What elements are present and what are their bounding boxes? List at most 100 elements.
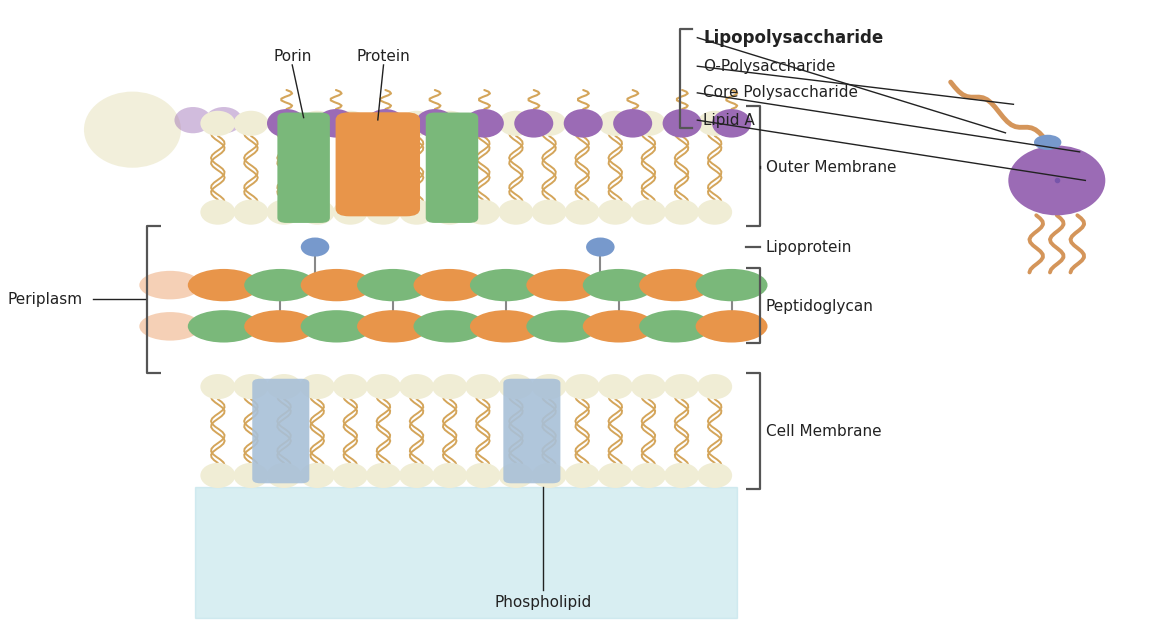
Ellipse shape (366, 463, 401, 488)
Ellipse shape (465, 109, 503, 138)
Ellipse shape (527, 269, 598, 301)
Ellipse shape (432, 463, 467, 488)
Ellipse shape (366, 109, 405, 138)
Ellipse shape (527, 310, 598, 342)
Ellipse shape (1008, 145, 1105, 215)
Ellipse shape (399, 200, 434, 225)
Ellipse shape (531, 200, 566, 225)
Ellipse shape (465, 200, 500, 225)
Ellipse shape (712, 109, 751, 138)
Ellipse shape (665, 111, 698, 136)
Ellipse shape (201, 111, 235, 136)
Ellipse shape (639, 269, 711, 301)
Ellipse shape (565, 111, 599, 136)
Ellipse shape (465, 374, 500, 399)
Ellipse shape (206, 107, 242, 133)
Ellipse shape (300, 111, 335, 136)
Ellipse shape (234, 374, 269, 399)
Ellipse shape (267, 109, 306, 138)
Ellipse shape (531, 374, 566, 399)
Ellipse shape (499, 374, 534, 399)
Ellipse shape (201, 374, 235, 399)
Ellipse shape (499, 200, 534, 225)
Ellipse shape (201, 463, 235, 488)
Text: Periplasm: Periplasm (7, 292, 82, 307)
Ellipse shape (598, 111, 633, 136)
FancyBboxPatch shape (277, 113, 329, 223)
Ellipse shape (333, 374, 368, 399)
Ellipse shape (432, 200, 467, 225)
Ellipse shape (432, 374, 467, 399)
Ellipse shape (234, 111, 269, 136)
FancyBboxPatch shape (503, 379, 561, 483)
Text: Lipid A: Lipid A (703, 113, 755, 127)
Ellipse shape (432, 111, 467, 136)
Text: Phospholipid: Phospholipid (495, 595, 592, 610)
Ellipse shape (188, 310, 259, 342)
Ellipse shape (639, 310, 711, 342)
Ellipse shape (631, 111, 666, 136)
Ellipse shape (399, 374, 434, 399)
Ellipse shape (317, 109, 355, 138)
Text: O-Polysaccharide: O-Polysaccharide (703, 59, 835, 74)
Ellipse shape (631, 374, 666, 399)
Ellipse shape (413, 310, 486, 342)
Ellipse shape (613, 109, 652, 138)
Ellipse shape (665, 374, 698, 399)
Ellipse shape (266, 463, 301, 488)
Ellipse shape (266, 111, 301, 136)
Ellipse shape (244, 310, 317, 342)
Ellipse shape (564, 109, 603, 138)
Ellipse shape (565, 463, 599, 488)
Ellipse shape (139, 271, 201, 300)
Ellipse shape (139, 312, 201, 340)
Ellipse shape (662, 109, 702, 138)
Ellipse shape (465, 111, 500, 136)
FancyBboxPatch shape (335, 112, 420, 216)
Ellipse shape (300, 374, 335, 399)
Ellipse shape (583, 269, 655, 301)
Ellipse shape (300, 310, 373, 342)
Ellipse shape (531, 111, 566, 136)
Ellipse shape (188, 269, 259, 301)
Ellipse shape (696, 310, 767, 342)
Ellipse shape (665, 463, 698, 488)
Ellipse shape (399, 111, 434, 136)
Ellipse shape (696, 269, 767, 301)
Text: Porin: Porin (273, 49, 312, 64)
Ellipse shape (300, 200, 335, 225)
Text: Outer Membrane: Outer Membrane (766, 160, 896, 175)
Ellipse shape (333, 111, 368, 136)
Ellipse shape (565, 200, 599, 225)
Ellipse shape (201, 200, 235, 225)
Ellipse shape (465, 463, 500, 488)
Ellipse shape (565, 374, 599, 399)
Ellipse shape (234, 200, 269, 225)
Ellipse shape (598, 374, 633, 399)
Ellipse shape (300, 463, 335, 488)
Ellipse shape (366, 111, 401, 136)
Text: Protein: Protein (356, 49, 410, 64)
FancyBboxPatch shape (252, 379, 310, 483)
Ellipse shape (665, 200, 698, 225)
Ellipse shape (586, 237, 614, 257)
Text: Lipoprotein: Lipoprotein (766, 239, 853, 255)
Ellipse shape (631, 463, 666, 488)
Ellipse shape (234, 463, 269, 488)
Bar (195, 487, 737, 618)
Ellipse shape (514, 109, 554, 138)
Ellipse shape (357, 269, 429, 301)
Circle shape (1034, 135, 1062, 150)
Ellipse shape (499, 111, 534, 136)
Ellipse shape (697, 463, 732, 488)
Ellipse shape (366, 374, 401, 399)
Ellipse shape (399, 463, 434, 488)
Ellipse shape (366, 200, 401, 225)
Ellipse shape (357, 310, 429, 342)
Ellipse shape (266, 374, 301, 399)
Ellipse shape (300, 269, 373, 301)
Ellipse shape (531, 463, 566, 488)
Ellipse shape (333, 200, 368, 225)
Ellipse shape (697, 111, 732, 136)
Ellipse shape (244, 269, 317, 301)
